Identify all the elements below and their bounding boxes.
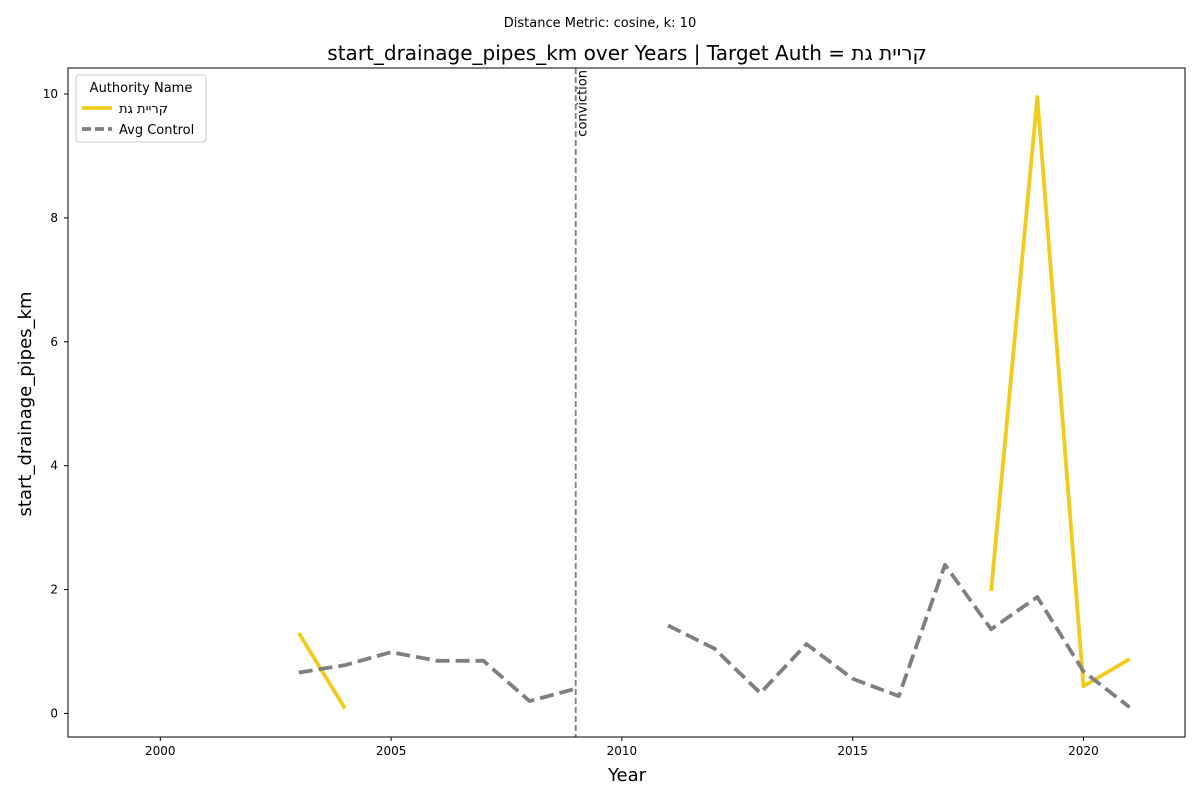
x-tick-label: 2020 [1068,744,1099,758]
y-tick-label: 2 [50,583,58,597]
x-tick-label: 2005 [376,744,407,758]
x-tick-label: 2010 [607,744,638,758]
x-tick-label: 2000 [145,744,176,758]
annotation-layer: conviction [574,68,591,737]
chart-suptitle: Distance Metric: cosine, k: 10 [504,16,696,31]
conviction-label: conviction [576,70,591,137]
y-tick-label: 6 [50,335,58,349]
legend-box [75,74,207,143]
y-tick-label: 10 [43,87,58,101]
series-line-1 [298,650,577,703]
x-tick-label: 2015 [837,744,868,758]
x-axis: 2000 2005 2010 2015 2020 [145,737,1099,758]
legend-title: Authority Name [90,81,193,96]
plot-area: conviction [67,67,1186,738]
y-tick-label: 4 [50,459,58,473]
series-line-1 [667,562,1131,709]
y-tick-label: 8 [50,211,58,225]
axes-frame [67,67,1186,738]
y-axis: 0 2 4 6 8 10 [43,87,68,720]
legend: Authority Name קריית גת Avg Control [75,74,207,143]
y-axis-label: start_drainage_pipes_km [15,292,36,517]
y-tick-label: 0 [50,706,58,720]
legend-entry-label: Avg Control [119,123,194,138]
series-layer [297,95,1131,710]
x-axis-label: Year [607,765,647,786]
chart-title: start_drainage_pipes_km over Years | Tar… [327,41,926,65]
legend-entry-label: קריית גת [119,102,168,117]
series-line-0 [989,95,1131,689]
